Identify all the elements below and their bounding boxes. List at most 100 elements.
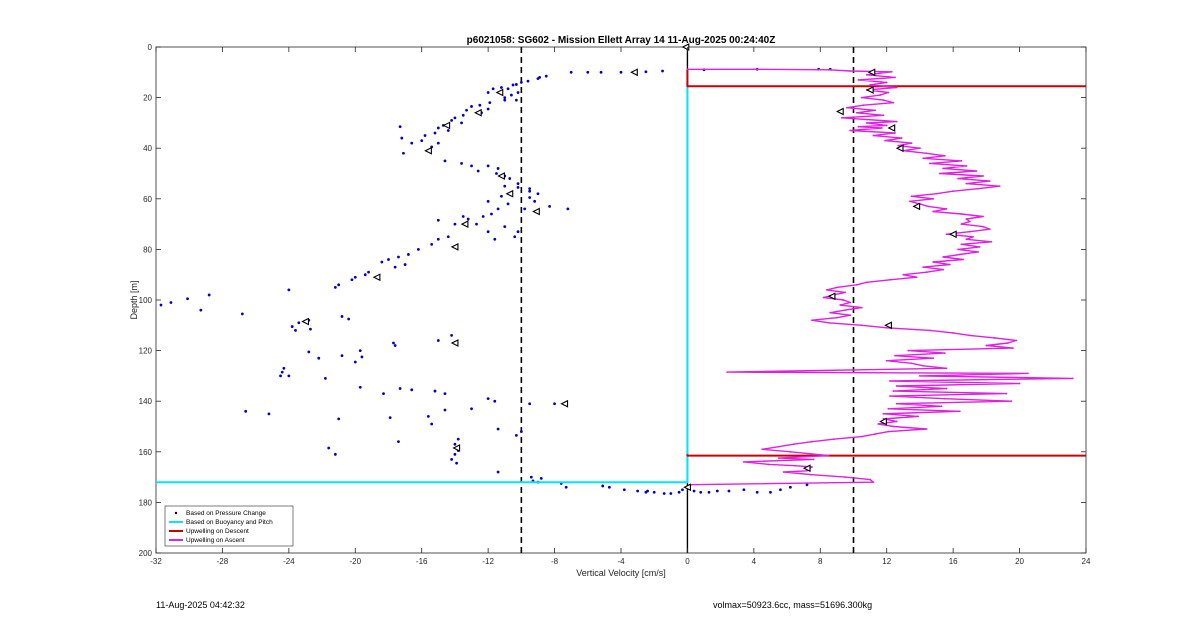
pressure-dot [287,374,291,378]
ascent-point [968,334,971,337]
pressure-dot [681,488,684,492]
ascent-point [957,177,960,180]
dive-marker [630,68,638,77]
ascent-point [811,319,813,322]
pressure-dot [500,194,503,198]
pressure-dot [528,196,532,199]
ascent-point [960,159,963,162]
y-tick-label: 100 [139,296,153,305]
ascent-point [857,125,860,128]
pressure-dot [528,402,532,406]
ascent-point [835,316,838,319]
ascent-point [894,354,896,357]
pressure-dot [453,116,457,120]
x-tick-label: -4 [617,557,625,566]
ascent-point [960,243,963,246]
dive-marker [505,189,514,198]
ascent-point [882,114,885,117]
ascent-point [935,192,938,195]
pressure-dot [397,255,400,259]
pressure-dot [516,230,520,234]
pressure-dot [393,344,397,347]
pressure-dot [486,164,490,168]
pressure-dot [788,485,792,489]
dive-marker [683,483,691,492]
pressure-dot [297,321,301,325]
pressure-dot [340,315,344,318]
dive-marker [301,317,310,326]
pressure-dot [486,230,490,234]
pressure-dot [446,235,450,239]
ascent-point [782,471,785,473]
pressure-dot [636,489,640,493]
pressure-dot [519,430,523,433]
pressure-dot [548,204,551,208]
ascent-point [925,152,928,155]
pressure-dot [508,177,512,180]
pressure-dot [662,492,666,495]
ascent-point [945,233,948,236]
ascent-point [922,266,925,269]
pressure-dot [526,79,530,83]
pressure-dot [436,141,440,145]
pressure-dot [755,490,759,494]
pressure-dot [465,108,468,112]
ascent-point [827,68,830,71]
ascent-point [910,362,913,365]
pressure-dot [486,397,490,401]
ascent-point [777,445,780,448]
ascent-point [879,94,881,96]
y-axis-label: Depth [m] [129,280,139,319]
pressure-dot [443,408,447,412]
ascent-point [990,240,993,243]
pressure-dot [506,87,510,91]
pressure-dot [327,446,331,450]
ascent-point [874,433,876,435]
pressure-dot [707,490,711,494]
dive-marker [802,464,811,473]
ascent-point [890,70,893,73]
ascent-point [892,101,895,104]
pressure-dot [493,399,497,403]
y-tick-label: 180 [139,498,153,507]
dive-marker [473,108,482,117]
pressure-dot [599,70,603,74]
legend: Based on Pressure Change Based on Buoyanc… [164,505,294,547]
x-axis-label: Vertical Velocity [cm/s] [576,568,666,578]
pressure-dot [388,416,392,420]
ascent-point [794,464,797,467]
pressure-dot [539,476,543,480]
pressure-dot [279,374,282,378]
ascent-point [982,175,984,177]
pressure-dot [523,207,527,211]
ascent-point [844,291,847,294]
ascent-point [952,190,955,193]
pressure-dot [514,98,518,102]
ascent-point [927,205,930,208]
pressure-dot [514,83,518,86]
pressure-dot [420,139,424,143]
ascent-point [829,311,832,314]
pressure-dot [436,237,440,241]
pressure-dot [699,490,703,494]
ascent-point [860,306,863,309]
pressure-dot [363,273,367,277]
pressure-dot [669,492,673,495]
ascent-point [1010,400,1013,403]
legend-entry: Based on Buoyancy and Pitch [186,519,273,526]
pressure-dot [769,490,772,494]
pressure-dot [433,389,437,393]
ascent-point [872,481,875,484]
ascent-point [932,357,935,360]
pressure-dot [353,360,357,364]
ascent-point [761,448,764,451]
dive-marker [867,68,876,77]
ascent-point [925,271,928,274]
pressure-dot [416,248,420,251]
ascent-point [882,99,885,102]
pressure-dot [244,409,248,413]
ascent-point [988,180,991,182]
plot-area [155,43,1087,554]
ascent-point [932,261,935,263]
footer-timestamp: 11-Aug-2025 04:42:32 [156,600,245,610]
